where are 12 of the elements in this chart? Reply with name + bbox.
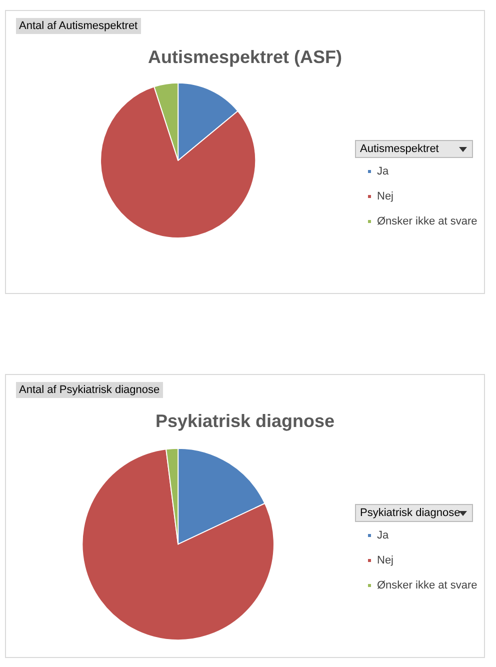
chart-title: Autismespektret (ASF) [148,47,342,67]
legend-label: Nej [377,190,394,202]
legend-label: Nej [377,554,394,566]
legend-label: Ja [377,166,390,178]
text: Antal af Autismespektret [16,18,141,34]
legend-label: Ønsker ikke at svare [377,216,478,228]
legend-title: Autismespektret [355,140,473,158]
legend-label: Ja [377,530,390,542]
chart-title: Psykiatrisk diagnose [155,411,335,431]
legend-label: Ønsker ikke at svare [377,580,478,592]
legend-title: Psykiatrisk diagnose [355,504,473,522]
text: Antal af Psykiatrisk diagnose [16,382,163,398]
